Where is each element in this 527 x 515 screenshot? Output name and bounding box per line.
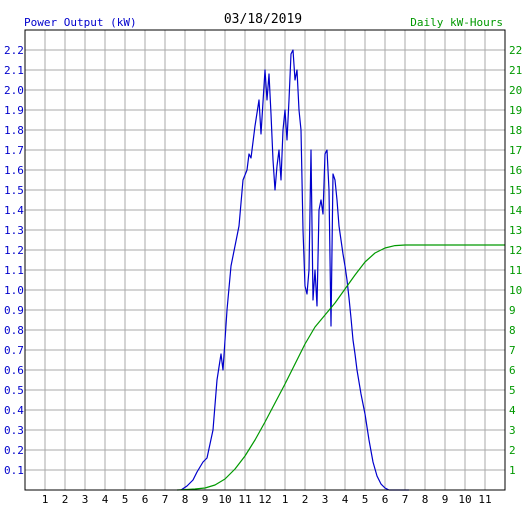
right-tick-label: 3 [509, 424, 516, 437]
right-tick-label: 11 [509, 264, 522, 277]
x-tick-label: 1 [282, 493, 289, 506]
x-tick-label: 9 [202, 493, 209, 506]
x-tick-label: 7 [162, 493, 169, 506]
x-tick-label: 7 [402, 493, 409, 506]
right-tick-label: 8 [509, 324, 516, 337]
right-tick-label: 20 [509, 84, 522, 97]
left-tick-label: 1.7 [4, 144, 24, 157]
right-tick-label: 18 [509, 124, 522, 137]
chart-title: 03/18/2019 [224, 12, 302, 27]
left-tick-label: 1.2 [4, 244, 24, 257]
right-tick-label: 12 [509, 244, 522, 257]
x-tick-label: 10 [458, 493, 471, 506]
x-tick-label: 5 [362, 493, 369, 506]
left-tick-label: 0.1 [4, 464, 24, 477]
right-tick-label: 1 [509, 464, 516, 477]
left-tick-label: 2.0 [4, 84, 24, 97]
left-tick-label: 0.7 [4, 344, 24, 357]
right-tick-label: 4 [509, 404, 516, 417]
x-tick-label: 2 [62, 493, 69, 506]
x-tick-label: 11 [478, 493, 491, 506]
x-tick-label: 10 [218, 493, 231, 506]
tick-labels: 1 2 3 4 5 6 7 8 9 10 11 12 1 2 3 4 5 6 7 8 9 10 110.10.20.30.4… [4, 44, 523, 506]
x-tick-label: 5 [122, 493, 129, 506]
x-tick-label: 9 [442, 493, 449, 506]
plot-frame [24, 29, 506, 491]
left-tick-label: 0.3 [4, 424, 24, 437]
left-tick-label: 0.8 [4, 324, 24, 337]
left-tick-label: 1.6 [4, 164, 24, 177]
series-layer [176, 49, 505, 491]
right-tick-label: 6 [509, 364, 516, 377]
right-tick-label: 15 [509, 184, 522, 197]
right-tick-label: 17 [509, 144, 522, 157]
right-tick-label: 22 [509, 44, 522, 57]
left-tick-label: 2.1 [4, 64, 24, 77]
right-tick-label: 5 [509, 384, 516, 397]
left-tick-label: 1.8 [4, 124, 24, 137]
right-tick-label: 9 [509, 304, 516, 317]
right-tick-label: 2 [509, 444, 516, 457]
left-tick-label: 0.5 [4, 384, 24, 397]
x-tick-label: 8 [182, 493, 189, 506]
x-tick-label: 3 [82, 493, 89, 506]
right-tick-label: 10 [509, 284, 522, 297]
x-tick-label: 12 [258, 493, 271, 506]
left-tick-label: 1.4 [4, 204, 24, 217]
left-tick-label: 1.3 [4, 224, 24, 237]
right-tick-label: 16 [509, 164, 522, 177]
left-tick-label: 0.9 [4, 304, 24, 317]
left-axis-title: Power Output (kW) [24, 16, 137, 29]
left-tick-label: 1.5 [4, 184, 24, 197]
left-tick-label: 2.2 [4, 44, 24, 57]
x-tick-label: 3 [322, 493, 329, 506]
x-tick-label: 8 [422, 493, 429, 506]
right-tick-label: 14 [509, 204, 523, 217]
right-tick-label: 13 [509, 224, 522, 237]
left-tick-label: 1.0 [4, 284, 24, 297]
left-tick-label: 1.1 [4, 264, 24, 277]
left-tick-label: 0.6 [4, 364, 24, 377]
x-tick-label: 4 [102, 493, 109, 506]
right-tick-label: 7 [509, 344, 516, 357]
x-tick-label: 4 [342, 493, 349, 506]
power-series-line [180, 49, 409, 491]
right-axis-title: Daily kW-Hours [410, 16, 503, 29]
grid-lines [25, 30, 505, 490]
x-tick-label: 2 [302, 493, 309, 506]
x-tick-label: 6 [382, 493, 389, 506]
x-tick-label: 11 [238, 493, 251, 506]
x-tick-label: 6 [142, 493, 149, 506]
x-tick-label: 1 [42, 493, 49, 506]
left-tick-label: 1.9 [4, 104, 24, 117]
right-tick-label: 21 [509, 64, 522, 77]
left-tick-label: 0.2 [4, 444, 24, 457]
right-tick-label: 19 [509, 104, 522, 117]
energy-series-line [176, 244, 505, 491]
left-tick-label: 0.4 [4, 404, 24, 417]
